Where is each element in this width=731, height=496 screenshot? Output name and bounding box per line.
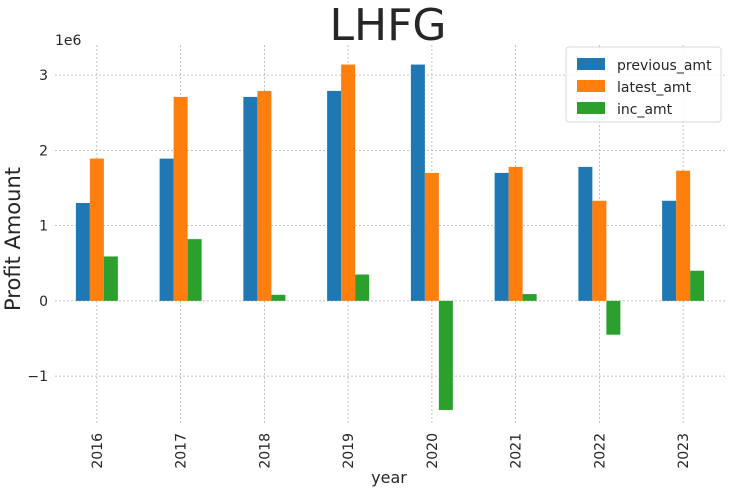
x-tick-label: 2018 [257, 433, 273, 469]
x-tick-label: 2022 [592, 433, 608, 469]
legend-label-inc_amt: inc_amt [617, 102, 673, 118]
legend-swatch-previous_amt [577, 58, 605, 70]
y-scale-label: 1e6 [55, 33, 82, 49]
bar-latest_amt [592, 200, 607, 301]
y-tick-label: 1 [39, 219, 48, 235]
chart-title: LHFG [329, 0, 446, 51]
bar-latest_amt [341, 64, 356, 301]
bar-inc_amt [103, 256, 118, 301]
bar-latest_amt [424, 172, 439, 301]
bar-latest_amt [257, 90, 272, 301]
bar-previous_amt [410, 64, 425, 301]
bar-latest_amt [89, 158, 104, 301]
y-tick-label: 2 [39, 143, 48, 159]
y-tick-label: −1 [27, 369, 48, 385]
bar-previous_amt [662, 200, 677, 301]
bar-inc_amt [355, 274, 370, 301]
bar-previous_amt [159, 158, 174, 301]
bar-inc_amt [187, 239, 202, 301]
bar-previous_amt [578, 166, 593, 301]
x-tick-label: 2023 [676, 433, 692, 469]
x-tick-label: 2021 [509, 433, 525, 469]
axis-layer: −1 0 1 2 3 2016 2017 2018 2019 2020 2021 2022 2023 [27, 68, 692, 469]
y-tick-label: 0 [39, 294, 48, 310]
legend-label-latest_amt: latest_amt [617, 80, 692, 96]
bar-inc_amt [438, 300, 453, 410]
bar-latest_amt [508, 166, 523, 301]
legend-items: previous_amt latest_amt inc_amt [577, 58, 712, 118]
legend-label-previous_amt: previous_amt [617, 58, 712, 74]
bar-previous_amt [494, 172, 509, 301]
x-axis-title: year [371, 468, 407, 487]
bar-latest_amt [676, 170, 691, 301]
bar-latest_amt [173, 96, 188, 301]
bar-inc_amt [271, 294, 286, 301]
bar-previous_amt [75, 203, 90, 301]
legend-swatch-inc_amt [577, 102, 605, 114]
bar-previous_amt [327, 90, 342, 301]
x-tick-label: 2019 [341, 433, 357, 469]
bar-inc_amt [522, 294, 537, 301]
bar-previous_amt [243, 96, 258, 301]
legend-swatch-latest_amt [577, 80, 605, 92]
bar-inc_amt [606, 300, 621, 335]
x-tick-label: 2016 [90, 433, 106, 469]
legend: previous_amt latest_amt inc_amt [565, 46, 722, 123]
bars-layer [75, 64, 705, 410]
x-tick-label: 2017 [174, 433, 190, 469]
y-tick-label: 3 [39, 68, 48, 84]
bar-inc_amt [690, 270, 705, 301]
y-axis-title: Profit Amount [1, 167, 25, 311]
x-tick-label: 2020 [425, 433, 441, 469]
